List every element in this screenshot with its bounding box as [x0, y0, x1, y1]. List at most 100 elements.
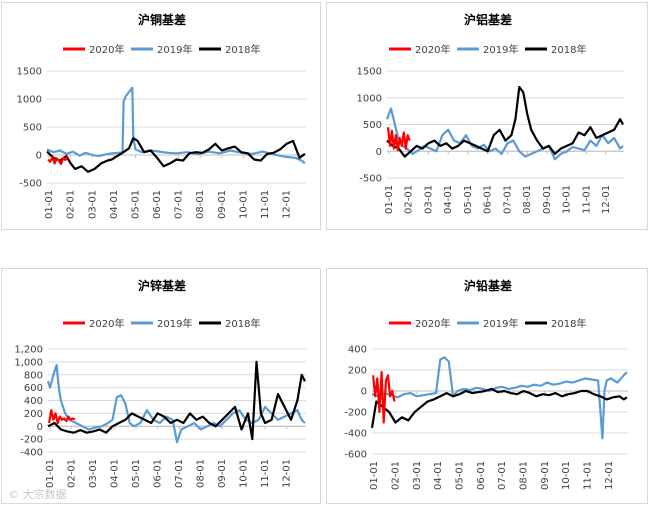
x-tick-label: 07-01: [502, 185, 513, 214]
y-tick-label: -200: [20, 435, 43, 446]
chart-zinc-basis: 沪锌基差 2020年 2019年 2018年 -400 -200 0 200 400 600 800…: [14, 278, 306, 488]
x-tick-label: 12-01: [282, 190, 293, 219]
legend-label: 2020年: [415, 317, 450, 330]
chart-aluminum-basis: 沪铝基差 2020年 2019年 2018年 -500 0 500 1000 1500 01-01…: [357, 12, 624, 214]
x-tick-label: 05-01: [463, 185, 474, 214]
y-tick-label: 200: [24, 409, 43, 420]
y-tick-label: 1500: [17, 67, 42, 78]
x-tick-label: 06-01: [476, 461, 487, 490]
x-tick-label: 01-01: [44, 190, 55, 219]
y-tick-label: 0: [361, 387, 367, 398]
series-line: [48, 409, 76, 425]
x-tick-label: 03-01: [88, 459, 99, 488]
x-tick-label: 03-01: [87, 190, 98, 219]
series-line: [371, 356, 628, 440]
series-line: [385, 107, 624, 161]
series-line: [46, 137, 306, 173]
chart-copper-basis: 沪铜基差 2020年 2019年 2018年 -500 0 500 1000 1500 01-01…: [17, 12, 306, 219]
x-tick-label: 04-01: [443, 185, 454, 214]
chart-title: 沪铅基差: [464, 278, 512, 293]
y-tick-label: 1000: [357, 93, 382, 104]
x-tick-label: 07-01: [497, 461, 508, 490]
legend-label: 2019年: [157, 43, 192, 56]
x-tick-label: 05-01: [130, 190, 141, 219]
x-tick-label: 06-01: [153, 459, 164, 488]
legend-label: 2018年: [225, 43, 260, 56]
chart-panel-copper: 沪铜基差 2020年 2019年 2018年 -500 0 500 1000 1500 01-01…: [1, 2, 321, 230]
x-tick-label: 02-01: [390, 461, 401, 490]
x-tick-label: 10-01: [562, 185, 573, 214]
chart-title: 沪铝基差: [464, 12, 512, 27]
x-tick-label: 11-01: [581, 185, 592, 214]
legend-label: 2019年: [157, 317, 192, 330]
chart-title: 沪铜基差: [138, 12, 186, 27]
x-tick-label: 07-01: [174, 190, 185, 219]
y-tick-label: 800: [24, 370, 43, 381]
legend-label: 2020年: [89, 317, 124, 330]
x-tick-label: 10-01: [238, 190, 249, 219]
x-tick-label: 05-01: [131, 459, 142, 488]
series-line: [47, 156, 69, 166]
x-tick-label: 08-01: [196, 459, 207, 488]
y-tick-label: 0: [376, 147, 382, 158]
y-tick-label: 1,000: [14, 357, 43, 368]
x-tick-label: 09-01: [217, 459, 228, 488]
y-tick-label: 600: [24, 383, 43, 394]
legend-label: 2019年: [483, 43, 518, 56]
y-tick-label: -400: [20, 448, 43, 459]
y-tick-label: -400: [344, 429, 367, 440]
series-line: [386, 127, 411, 152]
y-tick-label: 500: [363, 120, 382, 131]
x-tick-label: 02-01: [66, 190, 77, 219]
y-tick-label: 200: [348, 366, 367, 377]
x-tick-label: 09-01: [217, 190, 228, 219]
x-tick-label: 08-01: [195, 190, 206, 219]
y-tick-label: -500: [359, 174, 382, 185]
chart-title: 沪锌基差: [138, 278, 186, 293]
series-line: [46, 363, 306, 444]
y-tick-label: -600: [344, 450, 367, 461]
y-tick-label: -500: [19, 179, 42, 190]
x-tick-label: 01-01: [45, 459, 56, 488]
y-tick-label: 0: [36, 151, 42, 162]
x-tick-label: 08-01: [518, 461, 529, 490]
x-tick-label: 10-01: [239, 459, 250, 488]
legend-label: 2020年: [415, 43, 450, 56]
y-tick-label: 500: [23, 123, 42, 134]
legend-label: 2018年: [225, 317, 260, 330]
x-tick-label: 11-01: [582, 461, 593, 490]
chart-panel-aluminum: 沪铝基差 2020年 2019年 2018年 -500 0 500 1000 1500 01-01…: [326, 2, 648, 230]
x-tick-label: 08-01: [522, 185, 533, 214]
legend-label: 2019年: [483, 317, 518, 330]
series-line: [47, 360, 306, 441]
watermark: © 大宗数据: [8, 488, 67, 501]
x-tick-label: 12-01: [604, 461, 615, 490]
x-tick-label: 09-01: [542, 185, 553, 214]
x-tick-label: 10-01: [561, 461, 572, 490]
series-line: [46, 86, 306, 165]
x-tick-label: 02-01: [404, 185, 415, 214]
x-tick-label: 04-01: [109, 190, 120, 219]
series-line: [386, 85, 624, 158]
y-tick-label: 400: [24, 396, 43, 407]
y-tick-label: -200: [344, 408, 367, 419]
x-tick-label: 04-01: [433, 461, 444, 490]
x-tick-label: 06-01: [483, 185, 494, 214]
y-tick-label: 1500: [357, 67, 382, 78]
chart-panel-zinc: 沪锌基差 2020年 2019年 2018年 -400 -200 0 200 400 600 800…: [1, 268, 321, 504]
x-tick-label: 04-01: [110, 459, 121, 488]
x-tick-label: 01-01: [384, 185, 395, 214]
series-line: [370, 387, 628, 428]
x-tick-label: 06-01: [152, 190, 163, 219]
legend-label: 2020年: [89, 43, 124, 56]
x-tick-label: 12-01: [282, 459, 293, 488]
y-tick-label: 1,200: [14, 345, 43, 356]
y-tick-label: 0: [37, 422, 43, 433]
x-tick-label: 09-01: [540, 461, 551, 490]
x-tick-label: 11-01: [260, 459, 271, 488]
x-tick-label: 01-01: [369, 461, 380, 490]
legend-label: 2018年: [551, 43, 586, 56]
x-tick-label: 03-01: [412, 461, 423, 490]
x-tick-label: 03-01: [423, 185, 434, 214]
chart-lead-basis: 沪铅基差 2020年 2019年 2018年 -600 -400 -200 0 200 400 01…: [344, 278, 628, 490]
